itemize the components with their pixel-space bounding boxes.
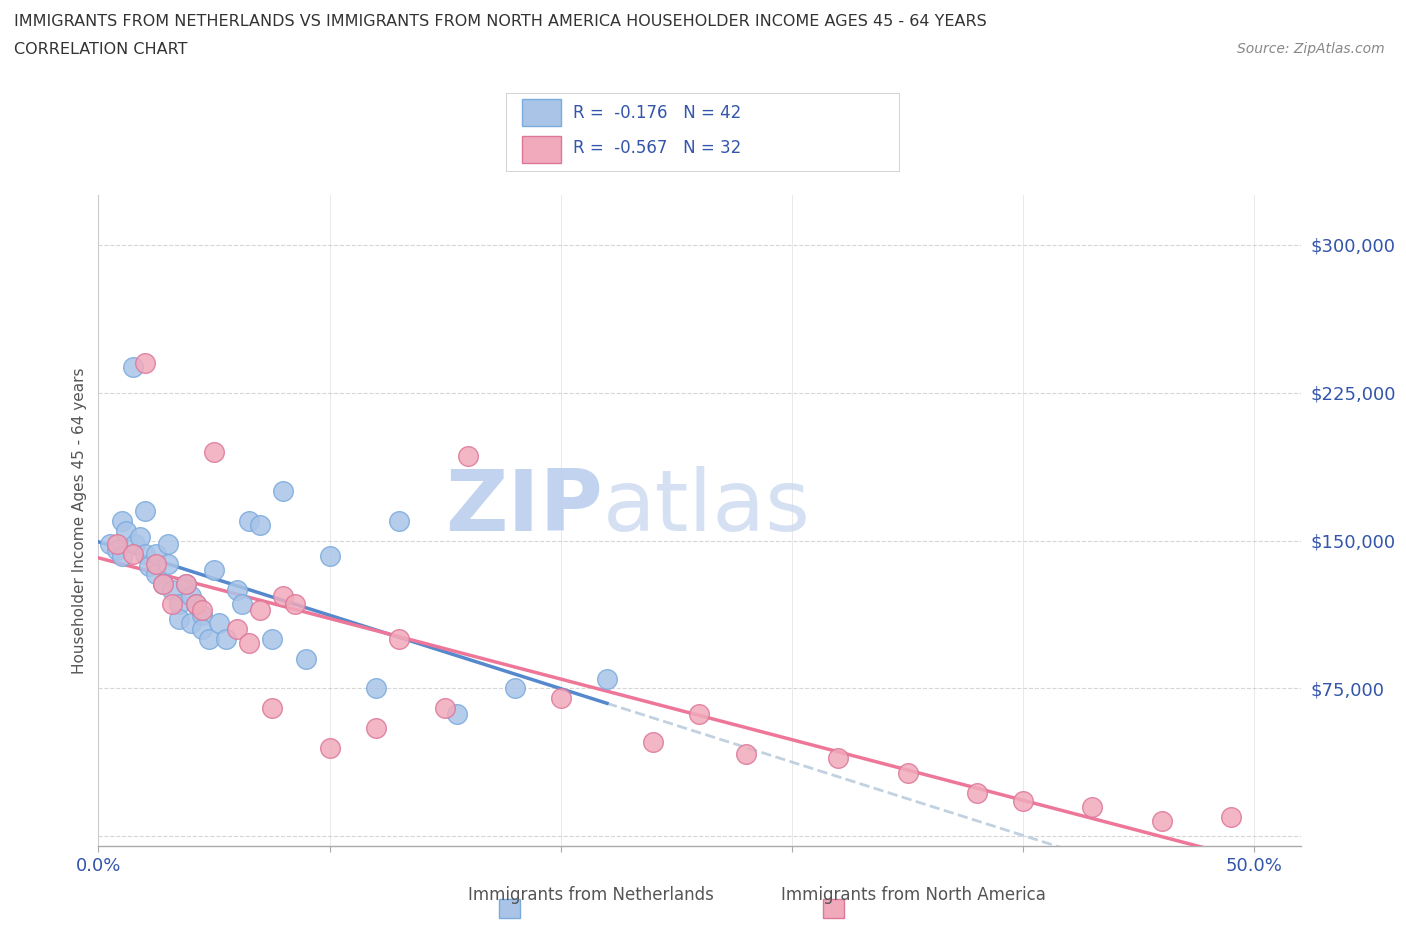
Bar [522, 100, 561, 126]
Point [191, 622, 214, 637]
Point [214, 631, 236, 646]
Point [273, 484, 295, 498]
Point [145, 557, 167, 572]
Point [1012, 793, 1035, 808]
Text: R =  -0.176   N = 42: R = -0.176 N = 42 [574, 104, 741, 122]
Y-axis label: Householder Income Ages 45 - 64 years: Householder Income Ages 45 - 64 years [72, 367, 87, 674]
Point [122, 360, 145, 375]
Point [162, 596, 184, 611]
Point [643, 735, 665, 750]
Point [231, 596, 253, 611]
Point [388, 513, 411, 528]
Text: Immigrants from North America: Immigrants from North America [782, 886, 1046, 904]
Point [198, 631, 221, 646]
Point [174, 577, 197, 591]
Point [688, 707, 710, 722]
Point [180, 616, 202, 631]
Point [202, 563, 225, 578]
Point [295, 651, 318, 666]
Point [226, 622, 249, 637]
Point [550, 691, 572, 706]
Point [152, 577, 174, 591]
Point [388, 631, 411, 646]
Point [503, 681, 526, 696]
Point [249, 602, 271, 617]
Point [284, 596, 307, 611]
Point [226, 582, 249, 597]
Point [966, 786, 988, 801]
Point [238, 513, 260, 528]
Point [827, 751, 849, 765]
Point [162, 582, 184, 597]
Text: Immigrants from Netherlands: Immigrants from Netherlands [468, 886, 713, 904]
Point [184, 596, 207, 611]
Point [260, 631, 283, 646]
Point [169, 612, 191, 627]
Point [1150, 813, 1173, 828]
Point [152, 577, 174, 591]
Text: atlas: atlas [603, 466, 811, 550]
Point [110, 513, 132, 528]
Point [169, 596, 191, 611]
Point [156, 537, 179, 551]
Point [115, 524, 138, 538]
Point [734, 746, 756, 761]
Point [180, 589, 202, 604]
Point [202, 445, 225, 459]
Point [434, 701, 457, 716]
Text: R =  -0.567   N = 32: R = -0.567 N = 32 [574, 140, 741, 157]
Point [457, 448, 479, 463]
Point [208, 616, 231, 631]
Point [145, 566, 167, 581]
Point [105, 543, 128, 558]
Point [318, 549, 340, 564]
Text: ZIP: ZIP [446, 466, 603, 550]
Point [446, 707, 468, 722]
Point [156, 557, 179, 572]
Point [134, 355, 156, 370]
Point [124, 537, 146, 551]
Point [129, 529, 152, 544]
FancyBboxPatch shape [506, 93, 900, 172]
Point [134, 503, 156, 518]
Point [1220, 809, 1243, 824]
Point [110, 549, 132, 564]
Point [98, 537, 121, 551]
Bar [522, 136, 561, 163]
Point [105, 537, 128, 551]
Text: CORRELATION CHART: CORRELATION CHART [14, 42, 187, 57]
Point [174, 577, 197, 591]
Point [1081, 800, 1104, 815]
Point [318, 740, 340, 755]
Point [138, 559, 160, 574]
Point [122, 547, 145, 562]
Point [134, 547, 156, 562]
Text: Source: ZipAtlas.com: Source: ZipAtlas.com [1237, 42, 1385, 56]
Point [364, 721, 387, 736]
Point [249, 517, 271, 532]
Point [273, 589, 295, 604]
Text: IMMIGRANTS FROM NETHERLANDS VS IMMIGRANTS FROM NORTH AMERICA HOUSEHOLDER INCOME : IMMIGRANTS FROM NETHERLANDS VS IMMIGRANT… [14, 14, 987, 29]
Point [238, 636, 260, 651]
Point [896, 766, 918, 781]
Point [145, 547, 167, 562]
Point [364, 681, 387, 696]
Point [260, 701, 283, 716]
Point [191, 602, 214, 617]
Point [596, 671, 619, 686]
Point [184, 596, 207, 611]
Point [191, 608, 214, 623]
